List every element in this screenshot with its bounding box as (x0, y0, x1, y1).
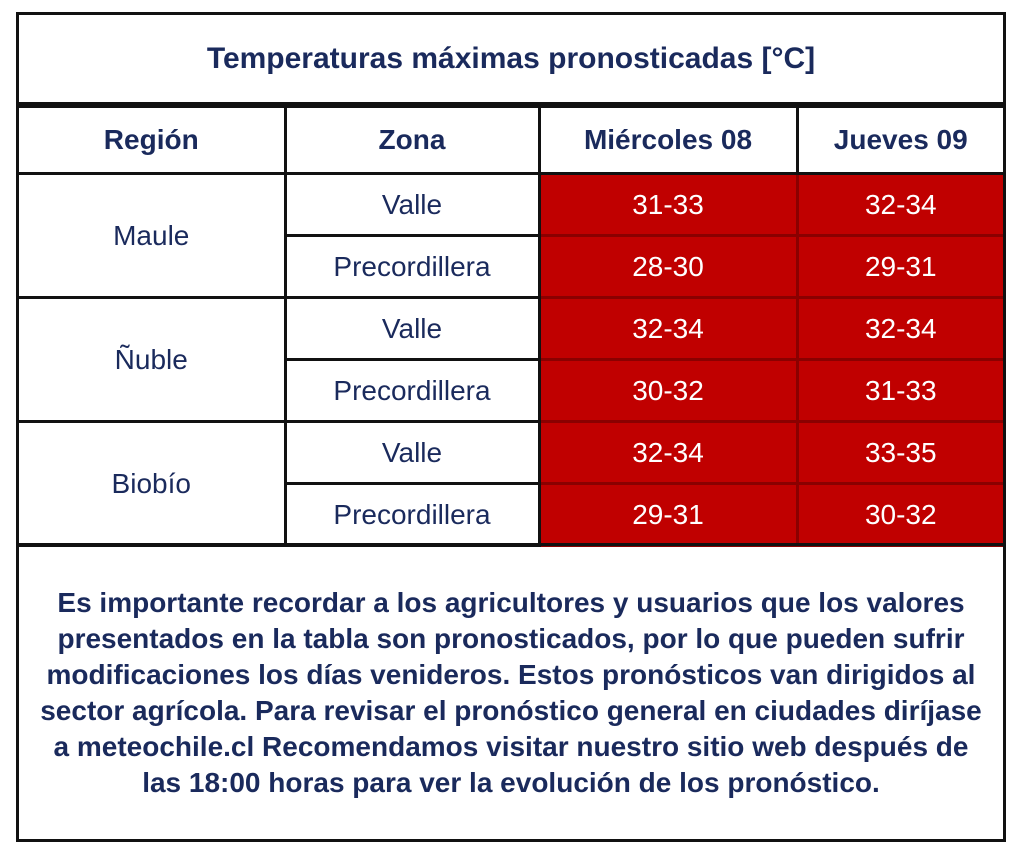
temp-cell: 32-34 (795, 296, 1003, 361)
table-row: Ñuble Valle 32-34 32-34 (19, 296, 1003, 423)
header-zona: Zona (283, 105, 541, 175)
region-cell: Biobío (19, 420, 287, 547)
zona-cell: Precordillera (283, 482, 541, 547)
temp-cell: 33-35 (795, 420, 1003, 485)
temp-cell: 31-33 (795, 358, 1003, 423)
zona-cell: Valle (283, 296, 541, 361)
temp-cell: 29-31 (795, 234, 1003, 299)
temp-cell: 30-32 (795, 482, 1003, 547)
table-row: Biobío Valle 32-34 33-35 (19, 420, 1003, 547)
table-title: Temperaturas máximas pronosticadas [°C] (19, 15, 1003, 105)
disclaimer-note: Es importante recordar a los agricultore… (19, 543, 1003, 839)
temp-cell: 32-34 (537, 296, 799, 361)
header-region: Región (19, 105, 287, 175)
header-row: Región Zona Miércoles 08 Jueves 09 (19, 105, 1003, 175)
table-row: Precordillera 30-32 31-33 (19, 358, 1003, 423)
temp-cell: 32-34 (537, 420, 799, 485)
temp-cell: 30-32 (537, 358, 799, 423)
temp-cell: 32-34 (795, 172, 1003, 237)
temperature-table: Región Zona Miércoles 08 Jueves 09 Maule… (19, 105, 1003, 547)
zona-cell: Valle (283, 172, 541, 237)
zona-cell: Precordillera (283, 358, 541, 423)
temp-cell: 29-31 (537, 482, 799, 547)
disclaimer-text: Es importante recordar a los agricultore… (40, 586, 982, 798)
temp-cell: 28-30 (537, 234, 799, 299)
table-row: Precordillera 29-31 30-32 (19, 482, 1003, 547)
table-row: Precordillera 28-30 29-31 (19, 234, 1003, 299)
table-row: Maule Valle 31-33 32-34 (19, 172, 1003, 299)
forecast-panel: Temperaturas máximas pronosticadas [°C] … (16, 12, 1006, 842)
region-cell: Ñuble (19, 296, 287, 423)
header-day1: Miércoles 08 (537, 105, 799, 175)
region-cell: Maule (19, 172, 287, 299)
zona-cell: Precordillera (283, 234, 541, 299)
temp-cell: 31-33 (537, 172, 799, 237)
header-day2: Jueves 09 (795, 105, 1003, 175)
zona-cell: Valle (283, 420, 541, 485)
